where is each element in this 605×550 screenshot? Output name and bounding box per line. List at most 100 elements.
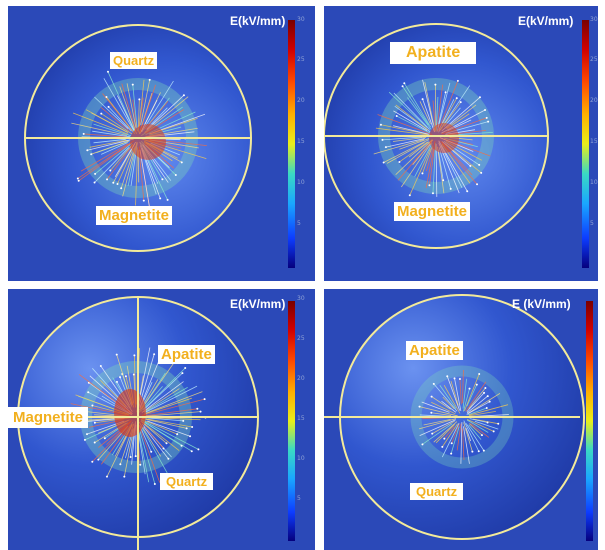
field-ray: [414, 143, 433, 178]
field-ray-tip: [431, 192, 434, 195]
field-ray: [402, 86, 429, 126]
field-ray-tip: [76, 177, 79, 180]
field-ray: [426, 147, 434, 172]
field-ray: [474, 420, 499, 430]
field-ray-tip: [468, 387, 471, 390]
field-ray: [373, 139, 425, 155]
field-ray: [386, 142, 425, 164]
field-ray: [143, 397, 192, 415]
field-ray: [392, 136, 427, 142]
field-ray: [437, 146, 445, 194]
field-ray: [132, 84, 138, 132]
field-ray: [140, 408, 198, 417]
field-ray-tip: [120, 187, 123, 190]
field-ray: [148, 417, 184, 422]
field-ray: [466, 392, 485, 412]
field-ray: [431, 396, 451, 410]
field-ray: [144, 385, 198, 413]
field-ray-tip: [453, 377, 456, 380]
field-ray: [424, 82, 436, 131]
field-ray-tip: [132, 373, 135, 376]
field-ray: [468, 423, 483, 436]
field-ray: [472, 418, 499, 425]
field-ray: [140, 79, 151, 125]
field-ray-tip: [191, 425, 194, 428]
field-ray: [93, 123, 132, 137]
field-ray-tip: [450, 442, 453, 445]
field-ray: [468, 424, 482, 440]
field-ray-tip: [497, 422, 500, 425]
field-ray-tip: [94, 172, 97, 175]
field-ray: [463, 422, 473, 452]
field-ray-tip: [482, 449, 485, 452]
field-ray: [106, 96, 136, 134]
field-ray: [143, 411, 201, 417]
field-ray: [119, 86, 137, 134]
field-ray: [462, 369, 464, 404]
field-ray: [435, 424, 455, 444]
field-ray: [80, 143, 129, 172]
field-ray: [444, 426, 455, 439]
field-ray-tip: [421, 443, 424, 446]
field-ray-tip: [100, 112, 103, 115]
field-ray: [137, 429, 146, 475]
field-ray: [432, 420, 455, 434]
field-ray-tip: [180, 444, 183, 447]
colorbar: [288, 20, 295, 268]
field-ray-tip: [162, 447, 165, 450]
field-ray-tip: [112, 181, 115, 184]
field-ray: [422, 99, 435, 133]
field-ray: [465, 381, 487, 412]
field-ray-tip: [176, 433, 179, 436]
field-ray-tip: [477, 450, 480, 453]
mineral-label-quartz: Quartz: [110, 52, 158, 69]
field-ray-tip: [90, 153, 93, 156]
field-ray: [407, 97, 432, 130]
tick-label: 5: [297, 495, 301, 502]
field-ray-tip: [441, 445, 444, 448]
field-ray: [395, 139, 433, 175]
field-ray: [141, 417, 187, 429]
field-ray: [143, 367, 186, 410]
field-ray: [138, 79, 145, 127]
field-ray: [144, 426, 164, 449]
field-ray: [126, 83, 137, 128]
field-ray: [451, 423, 460, 444]
field-ray-tip: [159, 197, 162, 200]
field-ray-tip: [182, 419, 185, 422]
field-ray: [419, 406, 458, 417]
field-ray: [142, 398, 205, 416]
field-ray-tip: [418, 405, 421, 408]
scale-title: E(kV/mm): [518, 14, 574, 28]
field-ray: [441, 423, 458, 448]
field-ray-tip: [93, 421, 96, 424]
field-ray: [147, 420, 191, 437]
field-ray-tip: [142, 199, 145, 202]
field-ray: [436, 84, 444, 127]
field-ray: [110, 143, 133, 171]
field-ray: [397, 141, 432, 181]
field-ray: [108, 106, 132, 132]
hotspot: [130, 124, 166, 160]
field-ray-tip: [131, 83, 134, 86]
field-ray-tip: [443, 437, 446, 440]
field-ray: [422, 79, 434, 125]
field-ray-tip: [484, 109, 487, 112]
tick-label: 10: [297, 455, 305, 462]
field-ray-tip: [115, 380, 118, 383]
field-ray-tip: [139, 463, 142, 466]
field-panel-bottom-right: E (kV/mm) 25 Apatite Quartz: [324, 289, 598, 550]
field-ray: [442, 396, 455, 410]
mineral-label-quartz: Quartz: [410, 483, 464, 500]
field-ray: [431, 412, 452, 416]
field-ray: [470, 423, 490, 438]
field-ray: [132, 99, 138, 130]
field-ray: [94, 96, 129, 129]
field-ray: [419, 101, 431, 125]
field-ray-tip: [485, 406, 488, 409]
field-ray-tip: [395, 115, 398, 118]
field-ray: [143, 426, 169, 459]
field-ray-tip: [401, 85, 404, 88]
field-ray-tip: [475, 383, 478, 386]
mineral-label-magnetite: Magnetite: [96, 206, 173, 225]
